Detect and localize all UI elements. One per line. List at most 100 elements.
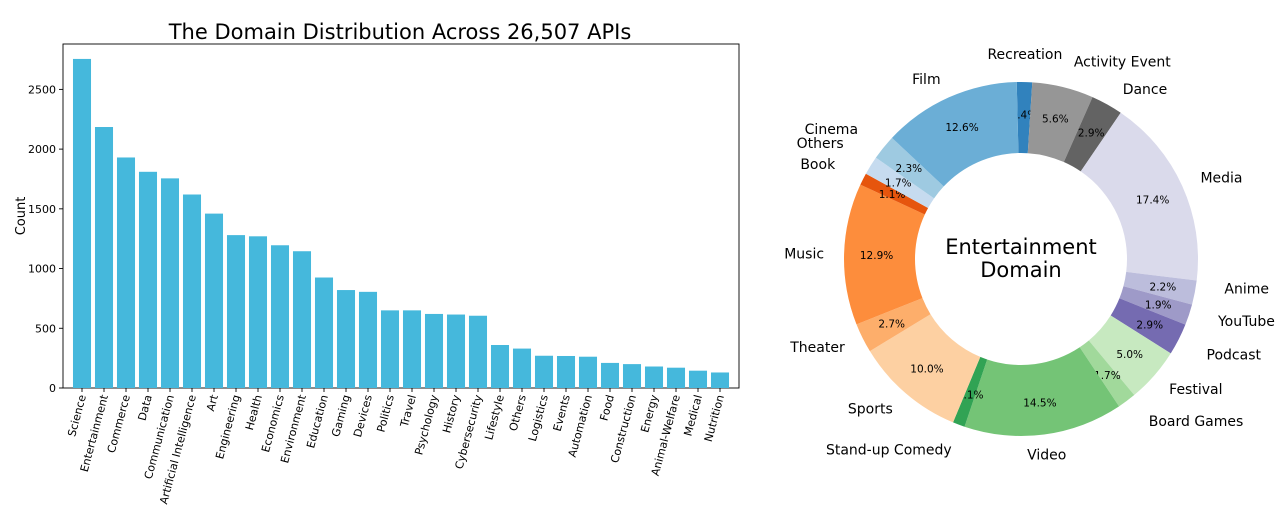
bar [380,310,400,388]
bar [490,345,510,388]
slice-category-label: Podcast [1207,347,1262,363]
donut-slice [953,356,988,427]
bar [72,58,92,389]
slice-percent-label: 12.9% [860,250,893,262]
bar [644,366,664,388]
slice-percent-label: 1.7% [885,178,912,190]
x-tick-label: Education [304,393,331,449]
x-tick-label: Medical [681,393,704,437]
bar [600,362,620,388]
bar [138,171,158,388]
plot-frame [62,43,740,389]
y-tick-label: 2500 [28,83,56,96]
slice-category-label: Theater [789,340,845,356]
slice-category-label: Recreation [987,47,1062,63]
slice-category-label: Board Games [1149,414,1244,430]
slice-category-label: Dance [1123,82,1168,98]
slice-category-label: YouTube [1217,314,1275,330]
x-tick-label: Gaming [329,393,353,438]
donut-slice [1123,271,1197,305]
y-tick-label: 0 [49,382,56,395]
x-tick-label: History [440,393,463,435]
x-tick-label: Lifestyle [482,393,507,441]
donut-slice [856,298,931,352]
slice-category-label: Media [1200,171,1242,187]
slice-category-label: Activity Event [1074,55,1171,71]
donut-center-line2: Domain [980,258,1062,282]
y-tick-label: 2000 [28,143,56,156]
bar [468,315,488,388]
slice-percent-label: 12.6% [945,122,978,134]
bar [710,372,730,388]
x-tick-label: Events [551,393,573,433]
bar [446,314,466,388]
slice-category-label: Stand-up Comedy [826,442,952,458]
donut-center-line1: Entertainment [945,235,1097,259]
x-tick-label: Logistics [526,393,551,443]
y-axis-label: Count [14,197,29,236]
slice-percent-label: 14.5% [1023,397,1056,409]
x-tick-label: Health [243,393,265,431]
x-tick-label: Food [598,393,617,422]
bar [248,236,268,388]
bar [578,356,598,388]
slice-category-label: Video [1027,447,1066,463]
donut-slice [1110,298,1186,354]
bar [226,235,246,388]
donut-slice [860,173,929,215]
donut-slice [1080,112,1198,281]
slice-category-label: Music [784,247,824,263]
slice-category-label: Film [912,72,940,88]
slice-percent-label: 2.2% [1150,281,1177,293]
y-tick-label: 1000 [28,263,56,276]
slice-percent-label: 2.9% [1136,320,1163,332]
slice-percent-label: 5.0% [1116,349,1143,361]
bar [358,291,378,388]
bar-chart-title: The Domain Distribution Across 26,507 AP… [168,20,632,44]
donut-slice [964,347,1120,437]
bar [204,213,224,388]
donut-slice [844,184,925,325]
bar-chart: The Domain Distribution Across 26,507 AP… [14,20,740,506]
slice-category-label: Cinema [805,122,858,138]
donut-slice [865,157,935,208]
x-tick-label: Politics [374,393,397,434]
slice-percent-label: 2.7% [878,319,905,331]
slice-category-label: Anime [1224,281,1269,297]
bar [270,245,290,388]
donut-slice [1027,82,1093,163]
bar [512,348,532,388]
bar [666,367,686,388]
bar-plot-area: 05001000150020002500ScienceEntertainment… [28,43,740,506]
x-tick-label: Data [136,393,155,422]
bar [94,127,114,388]
y-tick-label: 1500 [28,203,56,216]
donut-slice [1016,82,1033,154]
donut-slice [869,314,981,423]
donut-slice [1119,286,1193,325]
slice-percent-label: 1.9% [1145,299,1172,311]
slice-percent-label: 5.6% [1042,114,1069,126]
slice-category-label: Others [797,136,844,152]
bar [688,370,708,388]
bar [424,313,444,388]
slice-percent-label: 17.4% [1136,194,1169,206]
x-tick-label: Science [65,393,89,438]
x-tick-label: Nutrition [702,393,727,443]
x-tick-label: Devices [351,393,375,438]
bar [402,310,422,388]
x-tick-label: Others [507,393,529,432]
bar [314,277,334,388]
slice-percent-label: 1.1% [879,189,906,201]
x-tick-label: Travel [398,393,419,429]
donut-slice [1079,340,1135,407]
donut-slice [1063,97,1121,172]
bar [534,355,554,388]
donut-slice [891,82,1019,187]
bar [116,157,136,388]
bar [292,251,312,388]
slice-percent-label: 2.3% [895,163,922,175]
bar [556,355,576,388]
